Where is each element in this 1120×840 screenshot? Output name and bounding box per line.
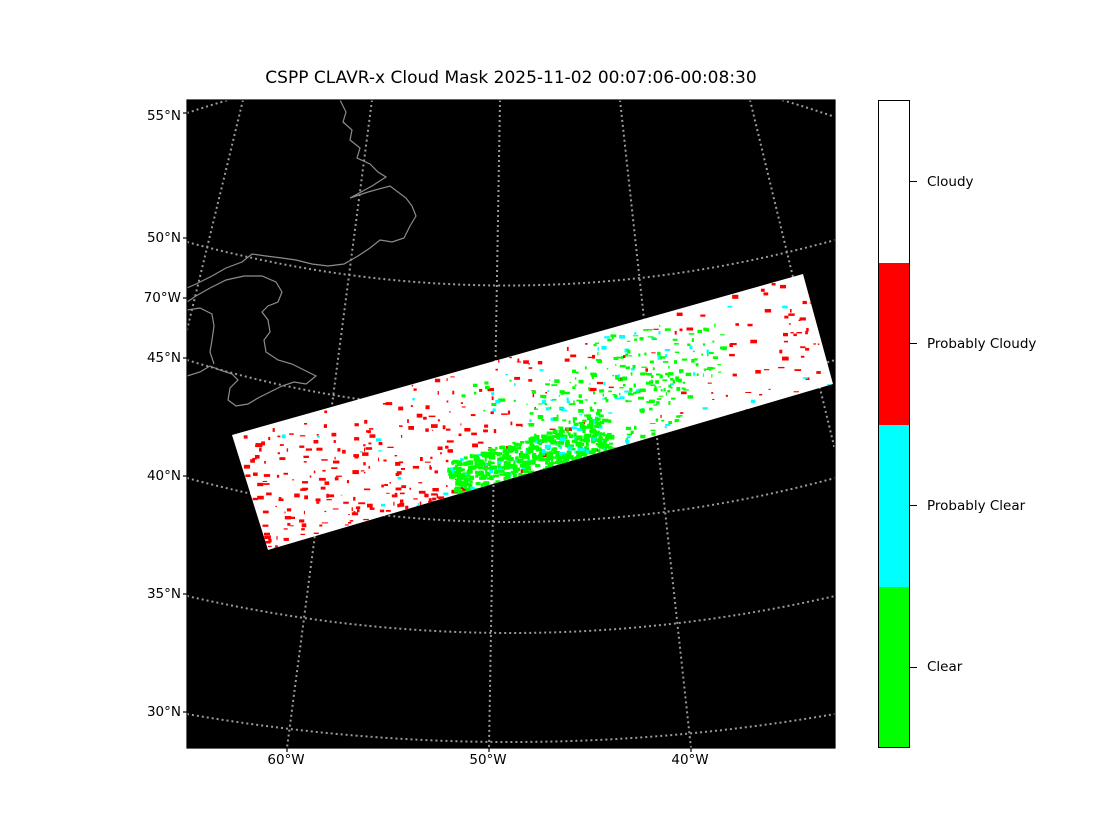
lat-label-35n: 35°N	[146, 586, 181, 602]
lat-label-45n: 45°N	[146, 350, 181, 366]
colorbar-segment-cloudy	[879, 101, 909, 263]
map-frame	[186, 99, 836, 749]
map-title: CSPP CLAVR-x Cloud Mask 2025-11-02 00:07…	[265, 68, 757, 88]
colorbar-label-clear: Clear	[927, 659, 963, 675]
colorbar-tick	[910, 667, 917, 669]
lon-label-40w: 40°W	[671, 752, 709, 768]
cloud-mask-swath	[232, 274, 833, 550]
colorbar-segment-probably-clear	[879, 425, 909, 587]
lat-label-30n: 30°N	[146, 704, 181, 720]
lat-label-70w: 70°W	[143, 290, 181, 306]
colorbar-tick	[910, 343, 917, 345]
axis-ticks	[183, 112, 692, 752]
colorbar	[878, 100, 910, 748]
lat-label-40n: 40°N	[146, 468, 181, 484]
colorbar-segment-clear	[879, 587, 909, 747]
colorbar-tick	[910, 505, 917, 507]
lat-label-55n: 55°N	[146, 108, 181, 124]
colorbar-label-probably-cloudy: Probably Cloudy	[927, 336, 1037, 352]
coastline	[187, 100, 417, 407]
lat-label-50n: 50°N	[146, 230, 181, 246]
colorbar-tick	[910, 181, 917, 183]
colorbar-segment-probably-cloudy	[879, 263, 909, 425]
lon-label-50w: 50°W	[469, 752, 507, 768]
lon-label-60w: 60°W	[267, 752, 305, 768]
colorbar-label-cloudy: Cloudy	[927, 174, 974, 190]
colorbar-label-probably-clear: Probably Clear	[927, 498, 1026, 514]
